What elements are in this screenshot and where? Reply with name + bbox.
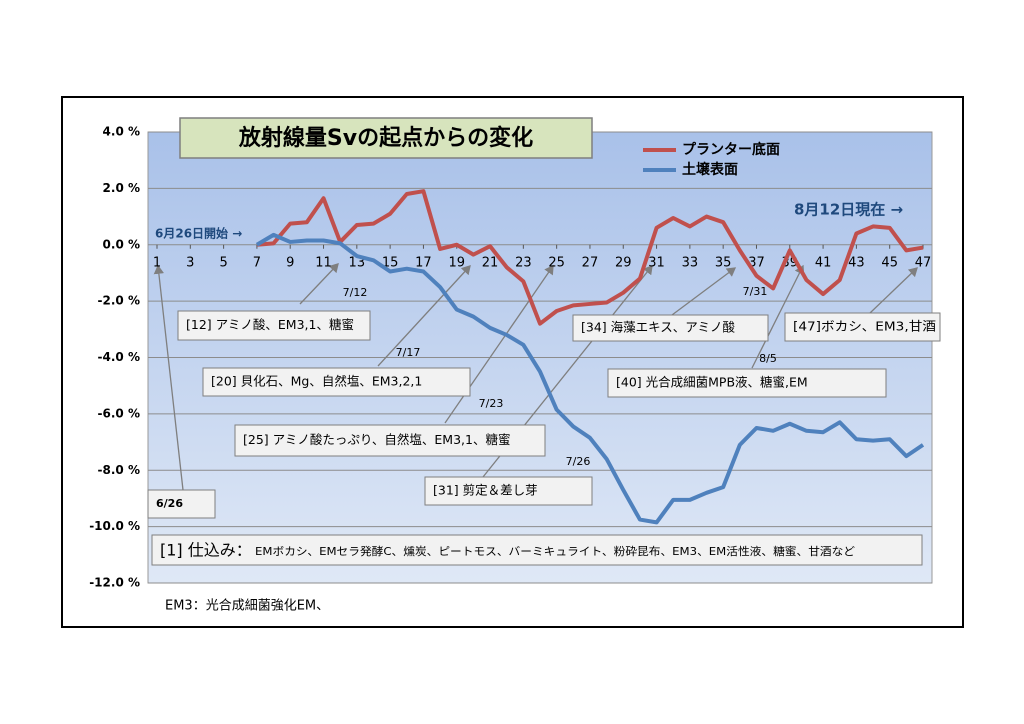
annotation-box: [572, 314, 769, 342]
x-tick-label: 19: [448, 255, 465, 270]
x-tick-label: 25: [548, 255, 565, 270]
annotation-box: [177, 310, 371, 341]
y-tick-label: -8.0 %: [98, 463, 140, 477]
x-tick-label: 3: [186, 255, 194, 270]
annotation: [20] 貝化石、Mg、自然塩、EM3,2,1: [211, 374, 422, 389]
series-line: [255, 232, 925, 525]
annotation: [31] 剪定＆差し芽: [433, 483, 538, 498]
annotation-box: [784, 312, 941, 342]
legend-label: 土壌表面: [682, 161, 738, 178]
title-box: [179, 117, 593, 159]
date-label: 7/26: [566, 455, 591, 468]
annotation: [12] アミノ酸、EM3,1、糖蜜: [186, 317, 354, 332]
x-tick-label: 47: [915, 255, 932, 270]
annotation-box: [202, 367, 471, 397]
x-tick-label: 1: [153, 255, 161, 270]
x-tick-label: 9: [286, 255, 294, 270]
y-tick-label: -4.0 %: [98, 350, 140, 364]
y-tick-label: -2.0 %: [98, 294, 140, 308]
x-tick-label: 27: [582, 255, 599, 270]
x-tick-label: 31: [648, 255, 665, 270]
x-tick-label: 43: [848, 255, 865, 270]
annotation: 6/26: [156, 497, 183, 510]
x-tick-label: 21: [482, 255, 499, 270]
setup-text: EMボカシ、EMセラ発酵C、燻炭、ピートモス、バーミキュライト、粉砕昆布、EM3…: [255, 544, 855, 558]
date-label: 7/17: [396, 346, 421, 359]
current-note: 8月12日現在 →: [794, 201, 903, 219]
x-tick-label: 17: [415, 255, 432, 270]
annotation-box: [234, 424, 546, 457]
y-tick-label: 0.0 %: [103, 237, 140, 251]
legend-label: プランター底面: [682, 141, 780, 158]
date-label: 7/12: [343, 286, 368, 299]
footnote: EM3：光合成細菌強化EM、: [165, 599, 329, 614]
chart-title: 放射線量Svの起点からの変化: [238, 125, 533, 151]
x-tick-label: 29: [615, 255, 632, 270]
y-tick-label: -6.0 %: [98, 406, 140, 420]
x-tick-label: 33: [682, 255, 699, 270]
y-tick-label: 4.0 %: [103, 125, 140, 139]
x-tick-label: 7: [253, 255, 261, 270]
x-tick-label: 11: [315, 255, 332, 270]
date-label: 8/5: [759, 352, 777, 365]
date-label: 7/23: [479, 397, 504, 410]
annotation-box: [424, 476, 593, 506]
y-tick-label: 2.0 %: [103, 181, 140, 195]
annotation: [25] アミノ酸たっぷり、自然塩、EM3,1、糖蜜: [243, 432, 510, 447]
setup-box: [151, 534, 923, 566]
x-tick-label: 41: [815, 255, 832, 270]
annotation: [40] 光合成細菌MPB液、糖蜜,EM: [616, 375, 808, 390]
series-line: [256, 189, 924, 326]
start-note: 6月26日開始 →: [155, 226, 242, 241]
arrows: [153, 263, 918, 491]
date-label: 7/31: [743, 285, 768, 298]
y-tick-label: -12.0 %: [89, 576, 140, 590]
annotation: [34] 海藻エキス、アミノ酸: [581, 320, 736, 335]
annotation-box: [147, 489, 216, 519]
y-tick-label: -10.0 %: [89, 519, 140, 533]
x-tick-label: 23: [515, 255, 532, 270]
x-tick-label: 45: [881, 255, 898, 270]
setup-label: [1] 仕込み：: [160, 541, 252, 560]
annotation-box: [607, 368, 887, 398]
x-tick-label: 5: [219, 255, 227, 270]
annotation: [47]ボカシ、EM3,甘酒: [793, 319, 936, 334]
x-tick-label: 35: [715, 255, 732, 270]
